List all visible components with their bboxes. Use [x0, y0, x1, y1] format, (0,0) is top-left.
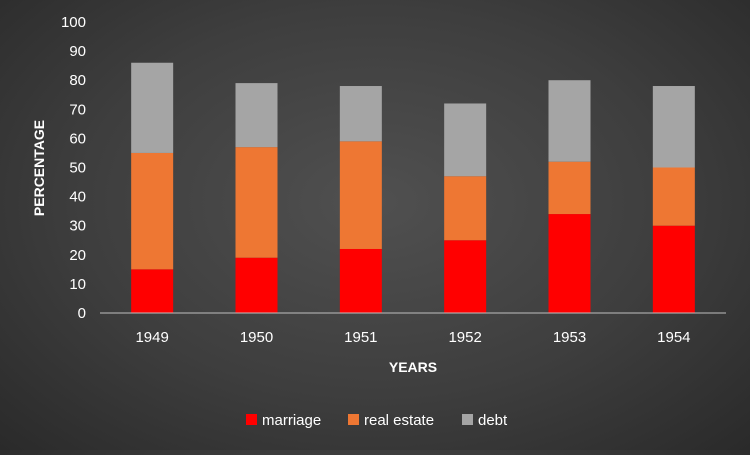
- y-tick-label: 0: [78, 305, 86, 322]
- y-tick-label: 20: [69, 247, 86, 264]
- bar-debt-1951: [339, 86, 382, 142]
- legend: marriage real estate debt: [246, 412, 508, 429]
- y-tick-label: 40: [69, 189, 86, 206]
- legend-label-real-estate: real estate: [364, 412, 434, 429]
- y-tick-label: 90: [69, 43, 86, 60]
- bar-real-estate-1953: [548, 161, 591, 215]
- y-tick-label: 30: [69, 218, 86, 235]
- legend-swatch-real-estate: [348, 414, 359, 425]
- bar-debt-1953: [548, 80, 591, 162]
- bar-real-estate-1950: [235, 147, 278, 258]
- y-axis-title: PERCENTAGE: [31, 120, 47, 216]
- bar-real-estate-1954: [652, 167, 695, 226]
- x-tick-label: 1949: [135, 329, 168, 346]
- y-tick-label: 50: [69, 160, 86, 177]
- bar-debt-1954: [652, 86, 695, 168]
- x-tick-label: 1951: [344, 329, 377, 346]
- bar-marriage-1951: [339, 248, 382, 313]
- bar-real-estate-1952: [444, 176, 487, 241]
- bar-marriage-1950: [235, 257, 278, 313]
- y-tick-label: 100: [61, 14, 86, 31]
- bar-real-estate-1949: [131, 152, 174, 270]
- bar-real-estate-1951: [339, 141, 382, 249]
- y-axis-ticks: 0 10 20 30 40 50 60 70 80 90 100: [61, 14, 86, 322]
- legend-swatch-marriage: [246, 414, 257, 425]
- x-axis-ticks: 1949 1950 1951 1952 1953 1954: [135, 329, 690, 346]
- y-tick-label: 80: [69, 72, 86, 89]
- legend-swatch-debt: [462, 414, 473, 425]
- y-tick-label: 60: [69, 130, 86, 147]
- x-tick-label: 1953: [553, 329, 586, 346]
- x-tick-label: 1954: [657, 329, 690, 346]
- x-tick-label: 1952: [448, 329, 481, 346]
- bar-marriage-1949: [131, 269, 174, 313]
- y-tick-label: 10: [69, 276, 86, 293]
- x-axis-title: YEARS: [389, 359, 437, 375]
- legend-label-marriage: marriage: [262, 412, 321, 429]
- x-tick-label: 1950: [240, 329, 273, 346]
- bar-marriage-1952: [444, 240, 487, 313]
- bar-debt-1952: [444, 103, 487, 177]
- bar-debt-1950: [235, 83, 278, 148]
- bar-marriage-1953: [548, 214, 591, 313]
- bar-debt-1949: [131, 62, 174, 153]
- bar-marriage-1954: [652, 225, 695, 313]
- legend-label-debt: debt: [478, 412, 508, 429]
- bars-group: [131, 62, 695, 313]
- y-tick-label: 70: [69, 101, 86, 118]
